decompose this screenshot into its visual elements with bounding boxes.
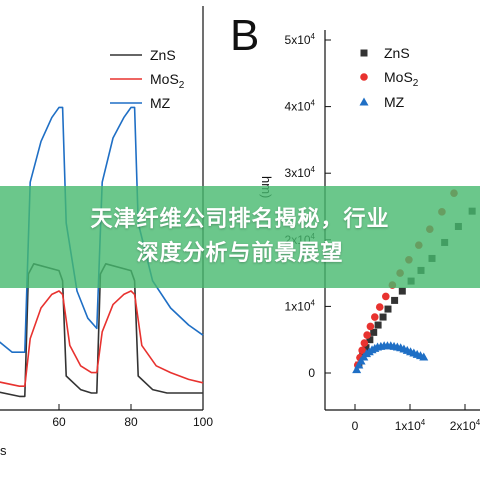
title-banner: 天津纤维公司排名揭秘，行业 深度分析与前景展望 xyxy=(0,186,480,288)
panel-b-legend-marker-zns xyxy=(360,49,368,57)
panel-b-point-zns xyxy=(384,305,392,313)
panel-b-point-mos2 xyxy=(363,331,371,339)
panel-b-series-mz xyxy=(352,341,429,374)
panel-a-legend-label-mz: MZ xyxy=(150,95,171,111)
panel-b-point-mos2 xyxy=(366,322,375,331)
panel-a-legend: ZnS MoS2 MZ xyxy=(110,47,185,111)
panel-b-point-zns xyxy=(379,313,387,321)
panel-b-legend-label-zns: ZnS xyxy=(384,45,410,61)
panel-b-point-zns xyxy=(391,296,399,304)
panel-b-point-mz xyxy=(419,352,429,361)
panel-a-legend-label-zns: ZnS xyxy=(150,47,176,63)
panel-b-legend: ZnS MoS2 MZ xyxy=(359,45,419,110)
panel-a-x-ticks: 60 80 100 xyxy=(52,404,213,429)
panel-b-x-tick-label: 2x104 xyxy=(450,418,480,433)
panel-b-y-tick-label: 0 xyxy=(308,366,315,380)
panel-b-x-ticks: 0 1x104 2x104 xyxy=(352,404,480,433)
panel-b-y-tick-label: 3x104 xyxy=(285,165,316,180)
panel-b-point-mz xyxy=(352,365,362,374)
panel-a-x-tick-label: 60 xyxy=(52,415,66,429)
panel-b-point-mos2 xyxy=(375,303,384,311)
panel-b-x-tick-label: 0 xyxy=(352,419,359,433)
panel-b-point-zns xyxy=(366,336,374,344)
panel-b-point-zns xyxy=(362,344,370,352)
panel-a-legend-label-mos2: MoS2 xyxy=(150,71,185,91)
panel-b-legend-label-mz: MZ xyxy=(384,94,405,110)
banner-title-line-1: 天津纤维公司排名揭秘，行业 xyxy=(90,207,390,232)
panel-b-y-tick-label: 1x104 xyxy=(285,298,316,313)
panel-b-point-mos2 xyxy=(382,292,390,301)
panel-b-point-zns xyxy=(374,321,382,329)
panel-b-point-mos2 xyxy=(358,346,366,355)
panel-b-y-tick-label: 4x104 xyxy=(285,99,316,114)
panel-b-legend-label-mos2: MoS2 xyxy=(384,69,419,89)
panel-b-y-tick-label: 5x104 xyxy=(285,32,316,47)
panel-b-point-mos2 xyxy=(371,313,379,321)
banner-title-line-2: 深度分析与前景展望 xyxy=(136,241,344,266)
panel-b-legend-marker-mz xyxy=(359,97,369,106)
panel-a-x-axis-title: s xyxy=(0,443,7,458)
panel-b-point-zns xyxy=(370,328,378,336)
panel-a-x-tick-label: 100 xyxy=(193,415,213,429)
panel-b-point-mos2 xyxy=(360,339,369,347)
panel-a-x-tick-label: 80 xyxy=(124,415,138,429)
panel-b-x-tick-label: 1x104 xyxy=(395,418,426,433)
panel-b-letter: B xyxy=(230,11,259,60)
panel-b-legend-marker-mos2 xyxy=(360,73,368,81)
panel-b-point-zns xyxy=(398,287,406,295)
panel-a-line-mos2 xyxy=(0,290,204,387)
